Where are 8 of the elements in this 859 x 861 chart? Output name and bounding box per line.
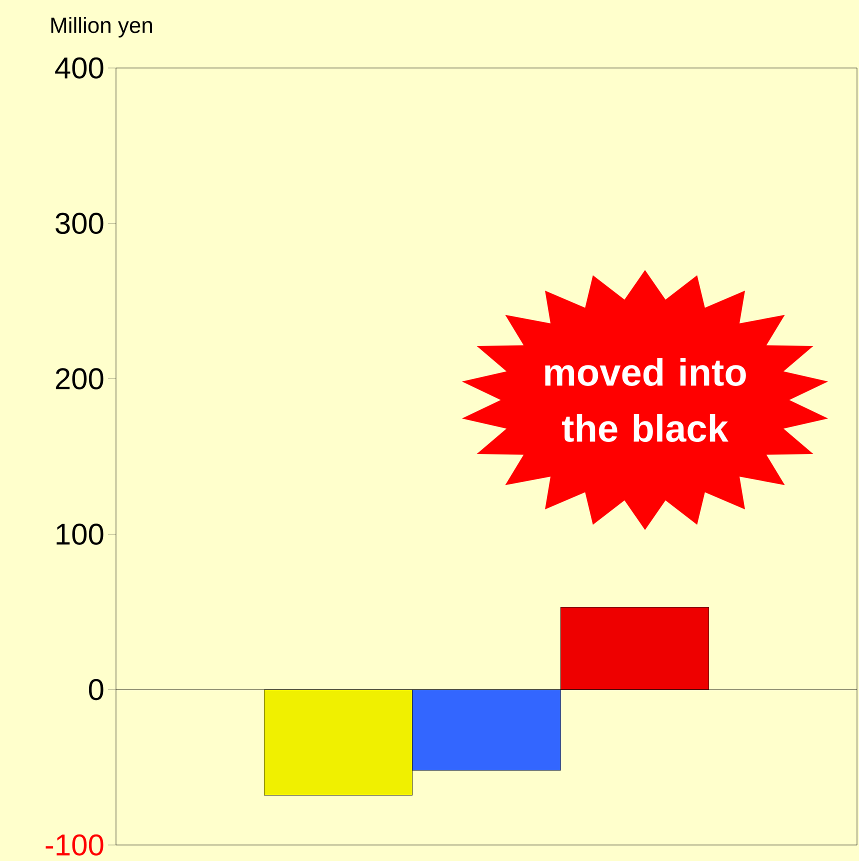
y-tick-label: 0 [88, 678, 104, 700]
y-tick-label: 300 [56, 212, 104, 234]
y-tick-label: 200 [56, 368, 104, 390]
y-tick-label: 400 [55, 57, 104, 79]
y-tick-label: 100 [56, 524, 104, 545]
y-axis-title: Million yen [51, 16, 152, 38]
annotation: moved into the black [545, 358, 746, 442]
y-tick-label: -100 [46, 834, 104, 856]
